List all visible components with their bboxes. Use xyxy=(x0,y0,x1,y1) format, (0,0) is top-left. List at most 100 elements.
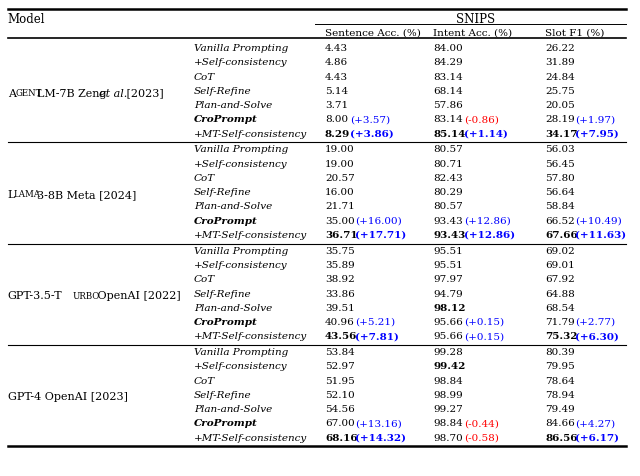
Text: 26.22: 26.22 xyxy=(545,44,575,53)
Text: (+16.00): (+16.00) xyxy=(355,216,402,225)
Text: 99.27: 99.27 xyxy=(433,404,463,413)
Text: CoT: CoT xyxy=(194,275,215,284)
Text: Self-Refine: Self-Refine xyxy=(194,289,252,298)
Text: +MT-Self-consistency: +MT-Self-consistency xyxy=(194,129,307,139)
Text: 85.14: 85.14 xyxy=(433,129,466,139)
Text: 93.43: 93.43 xyxy=(433,216,463,225)
Text: 99.28: 99.28 xyxy=(433,347,463,356)
Text: (+13.16): (+13.16) xyxy=(355,418,402,427)
Text: CroPrompt: CroPrompt xyxy=(194,317,257,327)
Text: 93.43: 93.43 xyxy=(433,230,466,239)
Text: URBO: URBO xyxy=(73,291,100,300)
Text: Self-Refine: Self-Refine xyxy=(194,390,252,399)
Text: 21.71: 21.71 xyxy=(325,202,355,211)
Text: 35.89: 35.89 xyxy=(325,260,355,269)
Text: CoT: CoT xyxy=(194,376,215,385)
Text: Vanilla Prompting: Vanilla Prompting xyxy=(194,145,288,154)
Text: 84.29: 84.29 xyxy=(433,58,463,67)
Text: 95.66: 95.66 xyxy=(433,317,463,327)
Text: 67.66: 67.66 xyxy=(545,230,578,239)
Text: 68.16: 68.16 xyxy=(325,433,358,442)
Text: 58.84: 58.84 xyxy=(545,202,575,211)
Text: (+5.21): (+5.21) xyxy=(355,317,396,327)
Text: 4.43: 4.43 xyxy=(325,44,348,53)
Text: 78.64: 78.64 xyxy=(545,376,575,385)
Text: 68.54: 68.54 xyxy=(545,303,575,312)
Text: +Self-consistency: +Self-consistency xyxy=(194,159,287,169)
Text: (+7.95): (+7.95) xyxy=(575,129,619,139)
Text: 24.84: 24.84 xyxy=(545,72,575,81)
Text: 57.80: 57.80 xyxy=(545,174,575,183)
Text: 34.17: 34.17 xyxy=(545,129,577,139)
Text: CroPrompt: CroPrompt xyxy=(194,216,257,225)
Text: 5.14: 5.14 xyxy=(325,87,348,96)
Text: 66.52: 66.52 xyxy=(545,216,575,225)
Text: 98.99: 98.99 xyxy=(433,390,463,399)
Text: 56.45: 56.45 xyxy=(545,159,575,169)
Text: Vanilla Prompting: Vanilla Prompting xyxy=(194,347,288,356)
Text: (+11.63): (+11.63) xyxy=(575,230,627,239)
Text: 39.51: 39.51 xyxy=(325,303,355,312)
Text: Self-Refine: Self-Refine xyxy=(194,87,252,96)
Text: 80.57: 80.57 xyxy=(433,145,463,154)
Text: 36.71: 36.71 xyxy=(325,230,358,239)
Text: 53.84: 53.84 xyxy=(325,347,355,356)
Text: 3-8B Meta [2024]: 3-8B Meta [2024] xyxy=(36,189,136,199)
Text: Intent Acc. (%): Intent Acc. (%) xyxy=(433,28,513,37)
Text: CroPrompt: CroPrompt xyxy=(194,115,257,124)
Text: LM-7B Zeng: LM-7B Zeng xyxy=(36,89,109,99)
Text: 35.75: 35.75 xyxy=(325,246,355,255)
Text: Sentence Acc. (%): Sentence Acc. (%) xyxy=(325,28,421,37)
Text: 71.79: 71.79 xyxy=(545,317,575,327)
Text: 84.00: 84.00 xyxy=(433,44,463,53)
Text: CoT: CoT xyxy=(194,174,215,183)
Text: 57.86: 57.86 xyxy=(433,101,463,110)
Text: 80.57: 80.57 xyxy=(433,202,463,211)
Text: Vanilla Prompting: Vanilla Prompting xyxy=(194,44,288,53)
Text: 19.00: 19.00 xyxy=(325,145,355,154)
Text: et al.: et al. xyxy=(99,89,127,99)
Text: 95.66: 95.66 xyxy=(433,332,463,340)
Text: 95.51: 95.51 xyxy=(433,260,463,269)
Text: 20.57: 20.57 xyxy=(325,174,355,183)
Text: Slot F1 (%): Slot F1 (%) xyxy=(545,28,604,37)
Text: 84.66: 84.66 xyxy=(545,418,575,427)
Text: (+12.86): (+12.86) xyxy=(464,230,515,239)
Text: 8.00: 8.00 xyxy=(325,115,348,124)
Text: 80.29: 80.29 xyxy=(433,188,463,197)
Text: 97.97: 97.97 xyxy=(433,275,463,284)
Text: [2023]: [2023] xyxy=(123,89,164,99)
Text: Vanilla Prompting: Vanilla Prompting xyxy=(194,246,288,255)
Text: 79.49: 79.49 xyxy=(545,404,575,413)
Text: A: A xyxy=(8,89,16,99)
Text: (+1.97): (+1.97) xyxy=(575,115,616,124)
Text: LAMA: LAMA xyxy=(14,190,41,199)
Text: 82.43: 82.43 xyxy=(433,174,463,183)
Text: (+0.15): (+0.15) xyxy=(464,317,504,327)
Text: 83.14: 83.14 xyxy=(433,115,463,124)
Text: 69.02: 69.02 xyxy=(545,246,575,255)
Text: 54.56: 54.56 xyxy=(325,404,355,413)
Text: 69.01: 69.01 xyxy=(545,260,575,269)
Text: 16.00: 16.00 xyxy=(325,188,355,197)
Text: 56.64: 56.64 xyxy=(545,188,575,197)
Text: 64.88: 64.88 xyxy=(545,289,575,298)
Text: CoT: CoT xyxy=(194,72,215,81)
Text: 83.14: 83.14 xyxy=(433,72,463,81)
Text: 98.70: 98.70 xyxy=(433,433,463,442)
Text: 98.12: 98.12 xyxy=(433,303,466,312)
Text: 95.51: 95.51 xyxy=(433,246,463,255)
Text: 43.56: 43.56 xyxy=(325,332,357,340)
Text: Self-Refine: Self-Refine xyxy=(194,188,252,197)
Text: Plan-and-Solve: Plan-and-Solve xyxy=(194,303,272,312)
Text: (+6.17): (+6.17) xyxy=(575,433,620,442)
Text: 40.96: 40.96 xyxy=(325,317,355,327)
Text: 4.43: 4.43 xyxy=(325,72,348,81)
Text: (-0.58): (-0.58) xyxy=(464,433,499,442)
Text: Plan-and-Solve: Plan-and-Solve xyxy=(194,202,272,211)
Text: (-0.44): (-0.44) xyxy=(464,418,499,427)
Text: 80.39: 80.39 xyxy=(545,347,575,356)
Text: (+1.14): (+1.14) xyxy=(464,129,508,139)
Text: (+14.32): (+14.32) xyxy=(355,433,406,442)
Text: 68.14: 68.14 xyxy=(433,87,463,96)
